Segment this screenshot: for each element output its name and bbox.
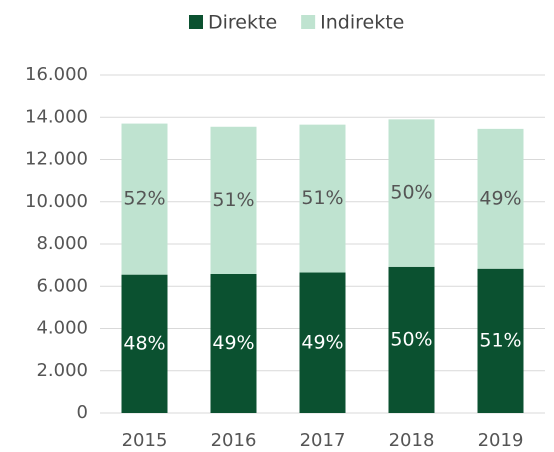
bar-segment — [210, 126, 257, 274]
y-tick-label: 10.000 — [25, 191, 88, 212]
legend-swatch — [189, 15, 203, 29]
x-tick-label: 2018 — [389, 430, 435, 451]
y-tick-label: 6.000 — [36, 275, 88, 296]
x-tick-label: 2019 — [478, 430, 524, 451]
data-label: 49% — [301, 331, 343, 353]
bar-segment — [477, 268, 524, 413]
bar-segment — [210, 273, 257, 413]
y-tick-label: 12.000 — [25, 149, 88, 170]
data-label: 48% — [123, 332, 165, 354]
data-label: 51% — [212, 189, 254, 211]
x-tick-label: 2015 — [122, 430, 168, 451]
y-tick-label: 14.000 — [25, 106, 88, 127]
data-label: 49% — [212, 332, 254, 354]
data-label: 49% — [479, 187, 521, 209]
legend-swatch — [301, 15, 316, 29]
bar-segment — [299, 272, 346, 413]
legend-label: Indirekte — [320, 12, 404, 34]
x-tick-label: 2016 — [211, 430, 257, 451]
bar-segment — [388, 266, 435, 413]
bar-segment — [477, 128, 524, 269]
y-tick-label: 4.000 — [36, 318, 88, 339]
data-label: 50% — [390, 328, 432, 350]
data-label: 52% — [123, 188, 165, 210]
bar-segment — [121, 123, 168, 275]
x-tick-label: 2017 — [300, 430, 346, 451]
y-tick-label: 2.000 — [36, 360, 88, 381]
y-tick-label: 16.000 — [25, 64, 88, 85]
bar-segment — [388, 119, 435, 267]
y-tick-label: 0 — [77, 402, 88, 423]
bar-segment — [299, 124, 346, 273]
legend-label: Direkte — [208, 12, 277, 34]
bar-segment — [121, 274, 168, 413]
y-tick-label: 8.000 — [36, 233, 88, 254]
data-label: 51% — [301, 187, 343, 209]
data-label: 50% — [390, 182, 432, 204]
data-label: 51% — [479, 329, 521, 351]
